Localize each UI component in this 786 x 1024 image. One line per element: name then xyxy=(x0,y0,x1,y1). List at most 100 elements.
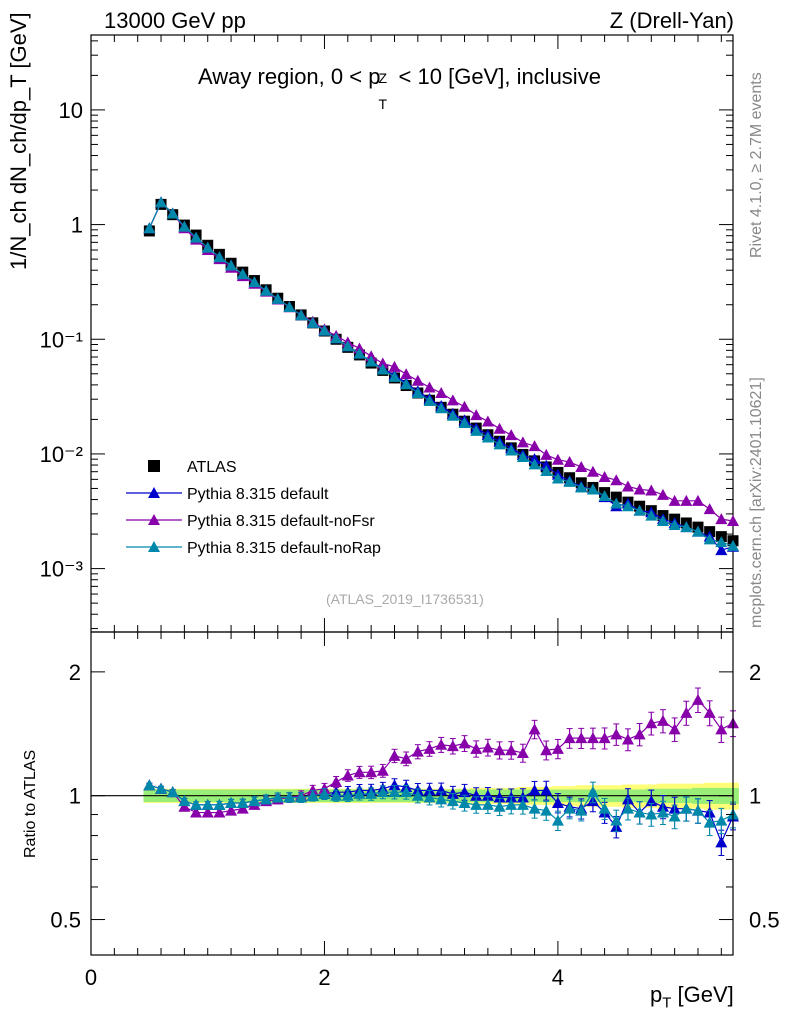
data-point-nofsr xyxy=(411,374,424,386)
data-point-norap xyxy=(610,497,623,509)
ratio-point-nofsr xyxy=(423,742,436,754)
ratio-point-nofsr xyxy=(691,693,704,705)
ratio-point-nofsr xyxy=(493,744,506,756)
ratio-point-norap xyxy=(458,796,471,808)
data-point-nofsr xyxy=(563,456,576,468)
data-point-nofsr xyxy=(540,448,553,460)
ratio-point-nofsr xyxy=(703,706,716,718)
ratio-y-tick-label: 1 xyxy=(69,784,81,809)
data-point-norap xyxy=(528,458,541,470)
ratio-point-norap xyxy=(435,793,448,805)
data-point-norap xyxy=(365,355,378,367)
ratio-point-default xyxy=(540,784,553,796)
ratio-point-nofsr xyxy=(236,802,249,814)
data-point-norap xyxy=(680,521,693,533)
ratio-point-nofsr xyxy=(656,714,669,726)
data-point-norap xyxy=(260,284,273,296)
data-point-norap xyxy=(481,431,494,443)
ratio-point-nofsr xyxy=(213,806,226,818)
x-axis-label-sub: T xyxy=(662,994,672,1012)
ratio-point-norap xyxy=(493,800,506,812)
data-point-norap xyxy=(353,347,366,359)
data-point-norap xyxy=(330,332,343,344)
ratio-point-norap xyxy=(271,791,284,803)
main-y-tick-label: 10⁻² xyxy=(40,442,83,467)
ratio-point-nofsr xyxy=(516,747,529,759)
ratio-point-default xyxy=(388,779,401,791)
data-point-nofsr xyxy=(493,422,506,434)
ratio-point-norap xyxy=(400,786,413,798)
ratio-point-nofsr xyxy=(458,737,471,749)
main-y-axis-label: 1/N_ch dN_ch/dp_T [GeV] xyxy=(6,12,31,270)
ratio-point-norap xyxy=(411,789,424,801)
data-point-norap xyxy=(540,464,553,476)
ratio-point-norap xyxy=(528,802,541,814)
ratio-point-norap xyxy=(516,798,529,810)
data-point-nofsr xyxy=(680,494,693,506)
data-point-norap xyxy=(435,402,448,414)
ratio-point-norap xyxy=(505,798,518,810)
ratio-point-default xyxy=(493,791,506,803)
data-point-atlas xyxy=(610,491,622,503)
ratio-point-norap xyxy=(680,802,693,814)
x-tick-label: 4 xyxy=(552,965,564,990)
data-point-norap xyxy=(213,251,226,263)
ratio-point-nofsr xyxy=(353,766,366,778)
plot-title-pre: Away region, 0 < p xyxy=(198,64,381,89)
ratio-point-nofsr xyxy=(610,728,623,740)
main-y-tick-label: 10 xyxy=(59,98,83,123)
legend-label: ATLAS xyxy=(187,459,237,476)
data-point-nofsr xyxy=(598,470,611,482)
data-point-norap xyxy=(727,539,739,551)
ratio-point-norap xyxy=(225,796,238,808)
data-point-norap xyxy=(201,241,214,253)
data-point-norap xyxy=(248,276,261,288)
data-point-norap xyxy=(225,259,238,271)
main-panel: 10 1 10⁻¹ 10⁻² 10⁻³ xyxy=(40,34,739,633)
rivet-label: Rivet 4.1.0, ≥ 2.7M events xyxy=(748,72,765,258)
data-point-norap xyxy=(155,196,168,208)
data-point-nofsr xyxy=(388,360,401,372)
x-axis-label-pre: p xyxy=(650,982,663,1007)
ratio-point-nofsr xyxy=(668,723,681,735)
ratio-point-norap xyxy=(621,802,634,814)
ratio-point-norap xyxy=(586,786,599,798)
data-point-nofsr xyxy=(446,394,459,406)
data-point-norap xyxy=(691,525,704,537)
data-point-norap xyxy=(563,475,576,487)
data-point-norap xyxy=(551,472,564,484)
ratio-point-norap xyxy=(633,806,646,818)
data-point-nofsr xyxy=(470,409,483,421)
plot-title-sup: Z xyxy=(378,70,387,86)
ratio-point-nofsr xyxy=(225,804,238,816)
ratio-point-nofsr xyxy=(388,749,401,761)
ratio-point-default xyxy=(551,796,564,808)
ratio-point-norap xyxy=(201,798,214,810)
data-point-nofsr xyxy=(656,488,669,500)
ratio-y-tick-label: 0.5 xyxy=(50,908,81,933)
data-point-norap xyxy=(621,500,634,512)
ratio-point-nofsr xyxy=(540,744,553,756)
mcplots-label: mcplots.cern.ch [arXiv:2401.10621] xyxy=(748,377,765,628)
data-point-norap xyxy=(236,268,249,280)
ratio-point-norap xyxy=(470,798,483,810)
main-y-tick-label: 10⁻³ xyxy=(40,557,83,582)
data-point-norap xyxy=(271,292,284,304)
ratio-point-default xyxy=(715,836,728,848)
ratio-point-nofsr xyxy=(376,764,389,776)
ratio-point-norap xyxy=(645,808,658,820)
ratio-point-norap xyxy=(306,789,319,801)
data-point-nofsr xyxy=(551,453,564,465)
ratio-point-nofsr xyxy=(341,769,354,781)
ratio-point-nofsr xyxy=(190,806,203,818)
plot-title-post: < 10 [GeV], inclusive xyxy=(392,64,601,89)
ratio-point-norap xyxy=(341,789,354,801)
main-y-tick-label: 10⁻¹ xyxy=(40,327,83,352)
ratio-point-norap xyxy=(481,798,494,810)
ratio-point-nofsr xyxy=(645,717,658,729)
legend-marker xyxy=(148,487,160,498)
data-point-norap xyxy=(598,489,611,501)
ratio-point-nofsr xyxy=(551,742,564,754)
ratio-point-norap xyxy=(715,814,728,826)
data-point-nofsr xyxy=(715,513,728,525)
